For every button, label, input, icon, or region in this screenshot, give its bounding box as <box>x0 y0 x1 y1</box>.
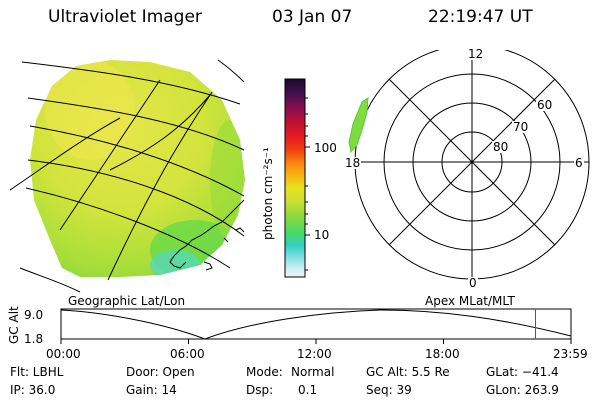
time-tick-1200: 12:00 <box>297 347 332 361</box>
geographic-grid <box>9 59 245 293</box>
time-axis-ticks <box>60 339 572 344</box>
altitude-axis-label: GC Alt <box>7 306 21 344</box>
mlt-label-0: 0 <box>468 276 478 290</box>
time-tick-1800: 18:00 <box>425 347 460 361</box>
mlt-label-6: 6 <box>574 156 584 170</box>
time-tick-0600: 06:00 <box>170 347 205 361</box>
instrument-title: Ultraviolet Imager <box>48 7 202 27</box>
altitude-curve <box>60 309 572 340</box>
date-label: 03 Jan 07 <box>272 7 353 27</box>
lat-label-80: 80 <box>492 140 510 154</box>
colorbar-unit-label: photon cm⁻²s⁻¹ <box>261 147 275 240</box>
ip-info: IP: 36.0 <box>10 383 56 397</box>
mlt-label-12: 12 <box>467 47 485 61</box>
colorbar-ticks <box>305 97 310 271</box>
left-panel-label: Geographic Lat/Lon <box>68 294 186 308</box>
auroral-patch <box>348 97 369 154</box>
coastline <box>169 199 245 271</box>
lat-label-60: 60 <box>536 98 554 112</box>
time-tick-2359: 23:59 <box>553 347 588 361</box>
dsp-label: Dsp: <box>246 383 274 397</box>
time-label: 22:19:47 UT <box>428 7 533 27</box>
colorbar-tick-10: 10 <box>314 228 330 242</box>
right-panel-label: Apex MLat/MLT <box>425 294 515 308</box>
lat-label-70: 70 <box>512 120 530 134</box>
altitude-timeline <box>60 308 572 344</box>
mode-label: Mode: <box>246 365 283 379</box>
polar-plot <box>348 50 590 280</box>
gc-altitude-info: GC Alt: 5.5 Re <box>366 365 450 379</box>
mlt-label-18: 18 <box>344 156 362 170</box>
dsp-value: 0.1 <box>298 383 318 397</box>
uv-image-panel <box>9 59 245 293</box>
geographic-latitude: GLat: −41.4 <box>486 365 559 379</box>
geographic-longitude: GLon: 263.9 <box>486 383 559 397</box>
filter-info: Flt: LBHL <box>10 365 64 379</box>
altitude-tick-9: 9.0 <box>24 308 44 322</box>
mode-value: Normal <box>291 365 335 379</box>
sequence-info: Seq: 39 <box>366 383 412 397</box>
altitude-tick-1-8: 1.8 <box>24 332 44 346</box>
colorbar <box>284 78 310 278</box>
gain-info: Gain: 14 <box>126 383 177 397</box>
time-tick-0000: 00:00 <box>46 347 81 361</box>
colorbar-tick-100: 100 <box>314 141 337 155</box>
door-info: Door: Open <box>126 365 195 379</box>
